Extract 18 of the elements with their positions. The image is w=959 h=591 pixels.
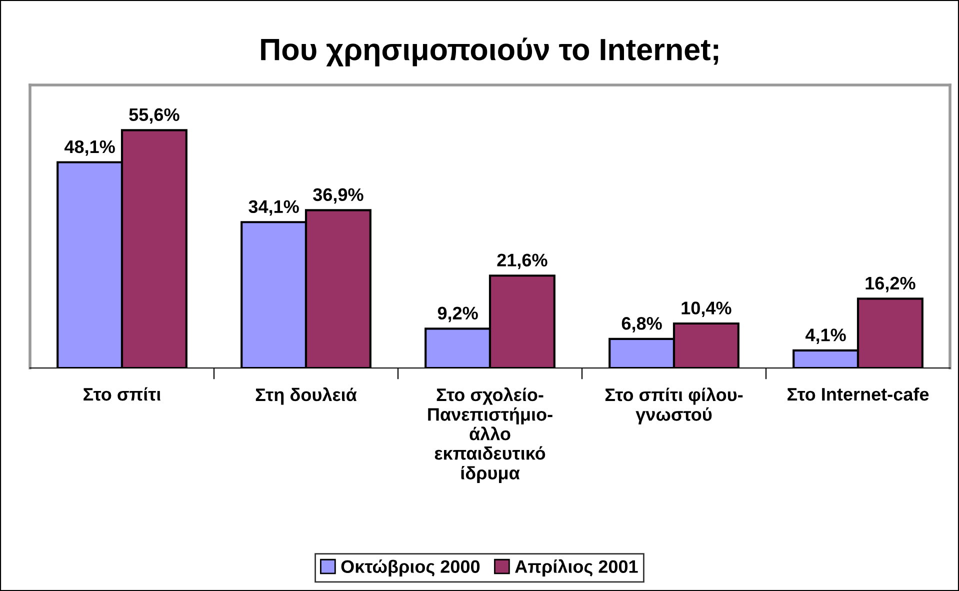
x-tick-label: Στο σχολείο- Πανεπιστήμιο- άλλο εκπαιδευτικό ίδρυμα [428, 387, 552, 484]
data-label: 4,1% [805, 328, 846, 344]
data-label: 6,8% [622, 317, 662, 332]
x-tick-label: Στο σπίτι φίλου- γνωστού [605, 387, 743, 424]
data-label: 10,4% [682, 302, 732, 318]
data-label: 9,2% [438, 306, 478, 322]
data-label: 16,2% [866, 276, 916, 292]
data-label: 21,6% [497, 254, 548, 270]
legend-label: Απρίλιος 2001 [515, 559, 638, 577]
x-tick-label: Στο Internet-cafe [788, 387, 929, 401]
data-label: 34,1% [248, 200, 299, 216]
data-label: 48,1% [64, 140, 115, 156]
legend-label: Οκτώβριος 2000 [341, 560, 480, 577]
data-label: 55,6% [129, 108, 180, 124]
x-tick-label: Στο σπίτι [84, 387, 161, 401]
x-tick-label: Στη δουλειά [256, 387, 357, 405]
chart-title: Που χρησιμοποιούν το Internet; [261, 38, 718, 66]
data-label: 36,9% [313, 188, 364, 204]
